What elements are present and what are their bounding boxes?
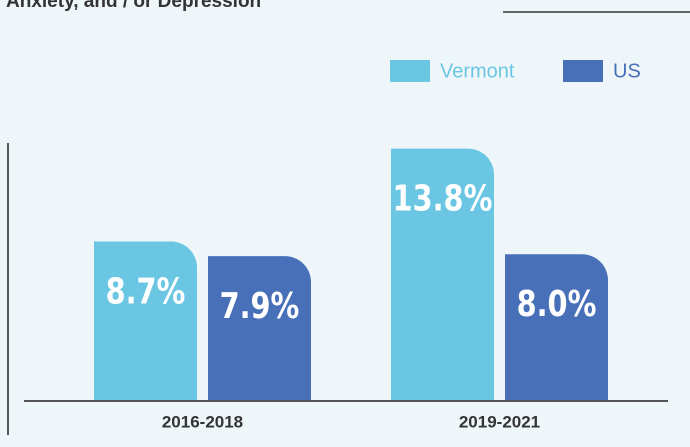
legend-swatch <box>563 60 603 82</box>
x-tick-label: 2016-2018 <box>162 412 243 431</box>
x-tick-label: 2019-2021 <box>459 412 540 431</box>
value-label: 8.0% <box>517 283 597 325</box>
bar <box>391 148 494 400</box>
chart-title: Anxiety, and / or Depression <box>6 0 261 12</box>
legend-label: Vermont <box>440 60 515 82</box>
value-label: 13.8% <box>393 177 493 219</box>
legend-swatch <box>390 60 430 82</box>
title-superscript: 2 <box>318 0 324 3</box>
bar <box>505 254 608 400</box>
legend-label: US <box>613 60 641 82</box>
value-label: 7.9% <box>220 285 300 327</box>
value-label: 8.7% <box>106 270 186 312</box>
bar <box>208 256 311 400</box>
bar <box>94 241 197 400</box>
